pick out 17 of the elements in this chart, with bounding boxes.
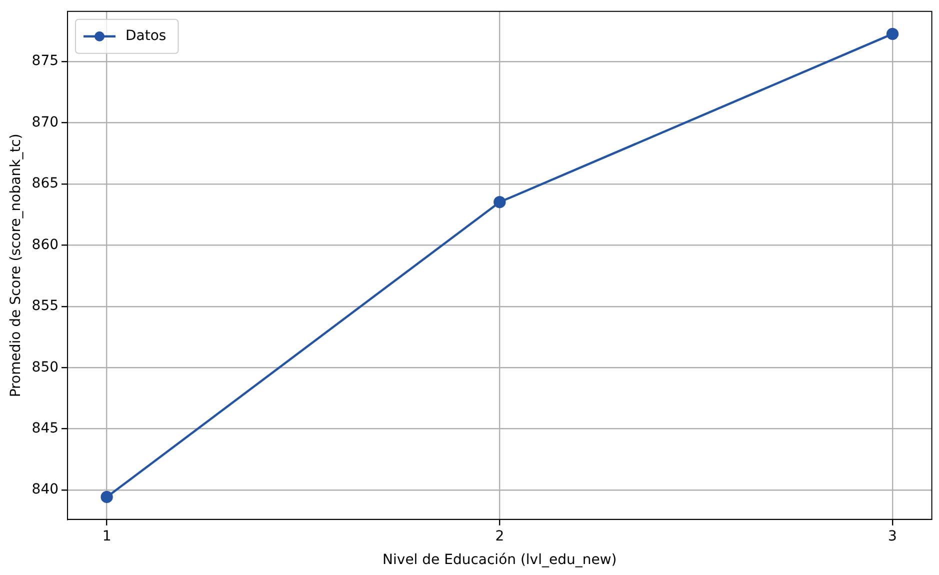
y-tick-label: 860 bbox=[32, 236, 59, 253]
y-tick-label: 840 bbox=[32, 482, 59, 498]
y-tick-label: 845 bbox=[32, 420, 59, 436]
legend-label: Datos bbox=[126, 28, 166, 44]
y-tick-label: 870 bbox=[32, 114, 59, 130]
y-axis-title: Promedio de Score (score_nobank_tc) bbox=[8, 134, 24, 398]
x-tick-label: 1 bbox=[102, 528, 112, 544]
y-tick-label: 875 bbox=[32, 53, 59, 70]
y-tick-label: 850 bbox=[32, 359, 59, 376]
x-axis-title: Nivel de Educación (lvl_edu_new) bbox=[382, 552, 617, 568]
point bbox=[100, 490, 113, 504]
point bbox=[494, 196, 506, 208]
x-tick-label: 3 bbox=[888, 528, 897, 544]
point bbox=[886, 28, 899, 40]
y-tick-label: 865 bbox=[32, 176, 59, 192]
x-tick-label: 2 bbox=[495, 528, 504, 544]
y-tick-label: 855 bbox=[32, 298, 59, 314]
